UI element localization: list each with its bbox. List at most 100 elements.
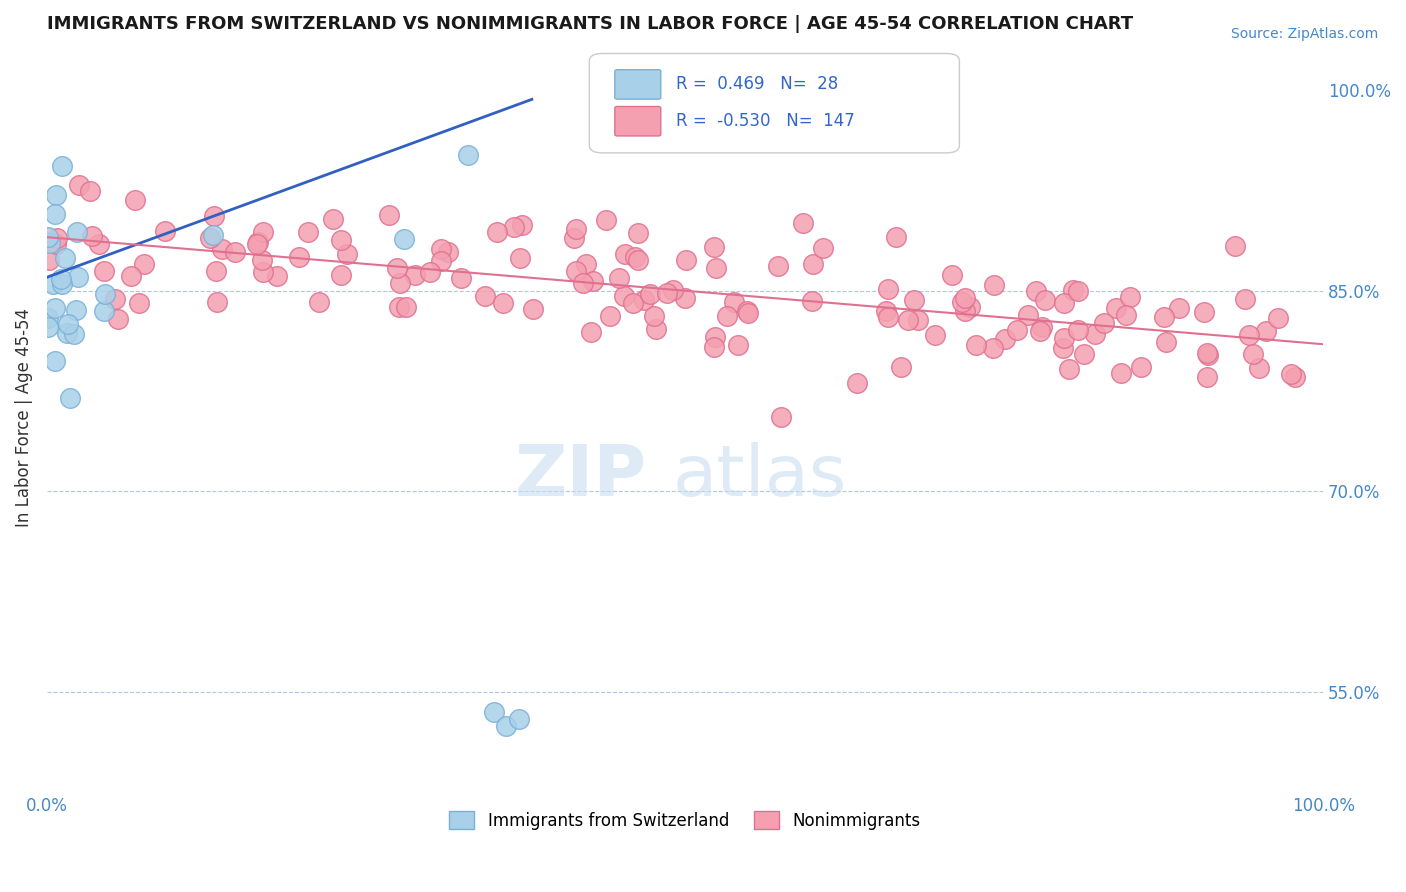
FancyBboxPatch shape bbox=[589, 54, 959, 153]
Point bbox=[247, 235, 270, 249]
Y-axis label: In Labor Force | Age 45-54: In Labor Force | Age 45-54 bbox=[15, 309, 32, 527]
Point bbox=[1017, 308, 1039, 322]
Point bbox=[202, 209, 225, 223]
FancyBboxPatch shape bbox=[614, 70, 661, 99]
Point bbox=[981, 341, 1004, 355]
Point bbox=[1025, 284, 1047, 298]
Point bbox=[1129, 359, 1152, 374]
Point bbox=[502, 220, 524, 235]
Point bbox=[704, 260, 727, 275]
Point bbox=[37, 319, 59, 334]
Point bbox=[582, 274, 605, 288]
Point bbox=[884, 229, 907, 244]
Point bbox=[613, 247, 636, 261]
Point bbox=[907, 312, 929, 326]
Point bbox=[67, 269, 90, 284]
Point bbox=[769, 409, 792, 424]
Point bbox=[457, 147, 479, 161]
Point bbox=[703, 340, 725, 354]
Point bbox=[44, 301, 66, 315]
Point bbox=[607, 270, 630, 285]
Point bbox=[897, 313, 920, 327]
Point bbox=[288, 250, 311, 264]
Point bbox=[845, 376, 868, 391]
Point bbox=[508, 712, 530, 726]
Point bbox=[308, 294, 330, 309]
Point bbox=[1029, 324, 1052, 338]
Point bbox=[1249, 361, 1271, 376]
Point bbox=[965, 338, 987, 352]
Point bbox=[599, 309, 621, 323]
Legend: Immigrants from Switzerland, Nonimmigrants: Immigrants from Switzerland, Nonimmigran… bbox=[443, 805, 928, 837]
Point bbox=[201, 228, 224, 243]
Point bbox=[675, 252, 697, 267]
Point bbox=[522, 302, 544, 317]
Point bbox=[45, 187, 67, 202]
Point bbox=[983, 277, 1005, 292]
Point bbox=[385, 261, 408, 276]
Point bbox=[56, 326, 79, 341]
Point bbox=[633, 293, 655, 307]
Point bbox=[627, 252, 650, 267]
Point bbox=[134, 257, 156, 271]
Point bbox=[941, 268, 963, 282]
Point bbox=[59, 392, 82, 406]
Point bbox=[1084, 326, 1107, 341]
Text: R =  0.469   N=  28: R = 0.469 N= 28 bbox=[676, 76, 838, 94]
Point bbox=[128, 295, 150, 310]
Point bbox=[482, 705, 505, 719]
Point bbox=[703, 329, 725, 343]
Text: atlas: atlas bbox=[672, 442, 846, 511]
Point bbox=[246, 237, 269, 252]
Point bbox=[575, 257, 598, 271]
Point bbox=[37, 310, 59, 325]
Point bbox=[53, 251, 76, 265]
Point bbox=[67, 178, 90, 193]
Point bbox=[336, 247, 359, 261]
Point bbox=[200, 231, 222, 245]
Point bbox=[388, 277, 411, 291]
Point bbox=[491, 295, 513, 310]
Point bbox=[82, 228, 104, 243]
Text: IMMIGRANTS FROM SWITZERLAND VS NONIMMIGRANTS IN LABOR FORCE | AGE 45-54 CORRELAT: IMMIGRANTS FROM SWITZERLAND VS NONIMMIGR… bbox=[46, 15, 1133, 33]
Point bbox=[65, 302, 87, 317]
Point bbox=[124, 193, 146, 207]
Point bbox=[436, 244, 458, 259]
Point bbox=[562, 231, 585, 245]
Point bbox=[378, 208, 401, 222]
Point bbox=[953, 291, 976, 305]
Text: ZIP: ZIP bbox=[515, 442, 647, 511]
Point bbox=[297, 225, 319, 239]
Point bbox=[703, 239, 725, 253]
Point bbox=[252, 265, 274, 279]
Point bbox=[44, 354, 66, 368]
Point bbox=[37, 230, 59, 244]
Point bbox=[56, 318, 79, 332]
Point bbox=[1168, 301, 1191, 315]
Point bbox=[1234, 292, 1257, 306]
Point bbox=[388, 300, 411, 314]
Point bbox=[737, 306, 759, 320]
Point bbox=[1073, 347, 1095, 361]
Point bbox=[1241, 347, 1264, 361]
Point bbox=[250, 252, 273, 267]
Point bbox=[565, 222, 588, 236]
Point bbox=[49, 272, 72, 286]
Point bbox=[655, 285, 678, 300]
Point bbox=[107, 312, 129, 326]
Point bbox=[104, 292, 127, 306]
Point bbox=[120, 269, 142, 284]
Point bbox=[486, 225, 509, 239]
Point bbox=[1284, 370, 1306, 384]
Point bbox=[953, 303, 976, 318]
Point bbox=[42, 277, 65, 291]
Point bbox=[801, 293, 824, 308]
Point bbox=[627, 226, 650, 240]
Point bbox=[1237, 328, 1260, 343]
Point bbox=[645, 322, 668, 336]
Point bbox=[430, 254, 453, 268]
Point bbox=[62, 327, 84, 342]
Point bbox=[950, 295, 973, 310]
Point bbox=[509, 251, 531, 265]
Point bbox=[638, 287, 661, 301]
